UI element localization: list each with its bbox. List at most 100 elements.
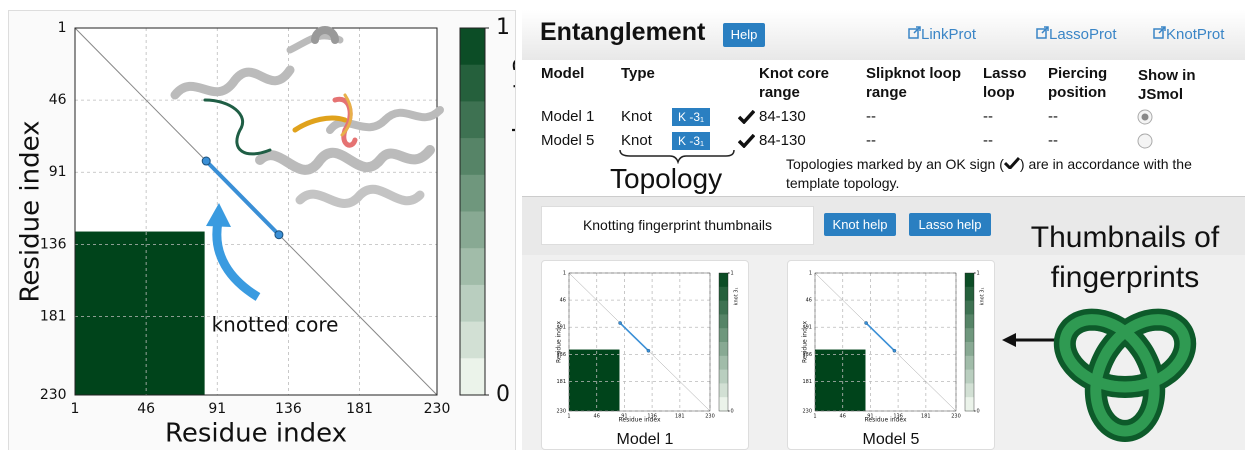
thumbnail-model: Model 1 [542,431,748,449]
external-link[interactable]: KnotProt [1153,26,1224,43]
x-tick-label: 181 [921,414,931,420]
x-axis-label: Residue index [864,417,906,424]
colorbar-band [460,101,485,138]
note-text: Topologies marked by an OK sign ( [786,156,1004,172]
knot-region [75,232,205,395]
colorbar-band [460,138,485,175]
x-tick-label: 46 [840,414,846,420]
column-header: Model [541,64,584,83]
knot-core-end [893,349,896,352]
radio[interactable] [1136,132,1154,150]
colorbar-tick-label: 0 [496,382,510,407]
fingerprint-chart: 146911361812301469113618123001knot 3₁Res… [0,0,515,450]
link-text[interactable]: LassoProt [1049,26,1117,43]
colorbar-band [719,314,728,328]
knot-core-end [202,157,210,165]
link-text[interactable]: LinkProt [921,26,976,43]
knot-core-end [647,349,650,352]
colorbar-tick-label: 0 [731,409,734,415]
y-tick-label: 230 [556,409,566,415]
thumbnail-model: Model 5 [788,431,994,449]
y-tick-label: 91 [49,164,67,180]
colorbar-band [460,175,485,212]
topology-label: Topology [610,163,722,195]
external-link[interactable]: LinkProt [908,26,976,43]
x-tick-label: 46 [594,414,600,420]
check-icon [738,110,755,124]
link-icon [908,26,921,39]
tab[interactable]: Knotting fingerprint thumbnails [541,206,814,245]
x-tick-label: 136 [275,401,302,417]
colorbar-band [719,301,728,315]
cell: -- [866,132,876,149]
check-icon [1004,157,1020,169]
x-axis-label: Residue index [165,419,347,449]
colorbar-label: knot 3₁ [734,288,740,306]
x-tick-label: 1 [567,414,570,420]
column-header: Type [621,64,655,83]
external-link[interactable]: LassoProt [1036,26,1117,43]
colorbar-band [460,28,485,65]
colorbar-band [965,314,974,328]
cell: Model 5 [541,132,594,149]
colorbar-band [460,322,485,359]
cell: 84-130 [759,108,806,125]
colorbar-band [965,356,974,370]
column-header: Knot core range [759,64,854,102]
cell: Knot [621,108,652,125]
colorbar-band [965,370,974,384]
badge: K -3₁ [672,108,710,126]
y-tick-label: 181 [556,379,566,385]
colorbar-band [965,383,974,397]
y-tick-label: 46 [560,298,566,304]
y-tick-label: 1 [563,271,566,277]
link-text[interactable]: KnotProt [1166,26,1224,43]
cell: Knot [621,132,652,149]
colorbar-tick-label: 1 [496,15,510,40]
colorbar-band [719,383,728,397]
x-tick-label: 1 [71,401,80,417]
y-axis-label: Residue index [15,120,45,302]
y-tick-label: 1 [809,271,812,277]
colorbar-label: knot 3₁ [980,288,986,306]
badge: K -3₁ [672,132,710,150]
x-axis-label: Residue index [618,417,660,424]
radio-dot [1142,114,1149,121]
colorbar-band [460,212,485,249]
knot-region [815,350,865,411]
y-tick-label: 230 [40,387,67,403]
x-tick-label: 181 [346,401,373,417]
page: 146911361812301469113618123001knot 3₁Res… [0,0,1245,450]
column-header: Lasso loop [983,64,1033,102]
caption: Thumbnails of fingerprints [1015,218,1235,298]
y-tick-label: 181 [802,379,812,385]
colorbar-band [719,273,728,287]
link-icon [1036,26,1049,39]
x-tick-label: 230 [424,401,451,417]
colorbar-band [965,328,974,342]
lasso-help-button[interactable]: Lasso help [909,213,991,236]
cell: 84-130 [759,132,806,149]
knot-core-end [275,231,283,239]
y-axis-label: Residue index [801,321,808,363]
check-path [739,135,754,146]
help-button[interactable]: Help [723,23,765,47]
y-tick-label: 46 [806,298,812,304]
y-tick-label: 181 [40,308,67,324]
radio[interactable] [1136,108,1154,126]
knot-core-end [619,321,622,324]
colorbar-band [460,65,485,102]
radio-ring [1138,134,1152,148]
colorbar-tick-label: 1 [977,271,980,277]
colorbar-tick-label: 0 [977,409,980,415]
x-tick-label: 181 [675,414,685,420]
colorbar-band [965,287,974,301]
annotation: knotted core [212,313,339,337]
knot-help-button[interactable]: Knot help [824,213,896,236]
x-tick-label: 230 [705,414,715,420]
x-tick-label: 91 [208,401,226,417]
